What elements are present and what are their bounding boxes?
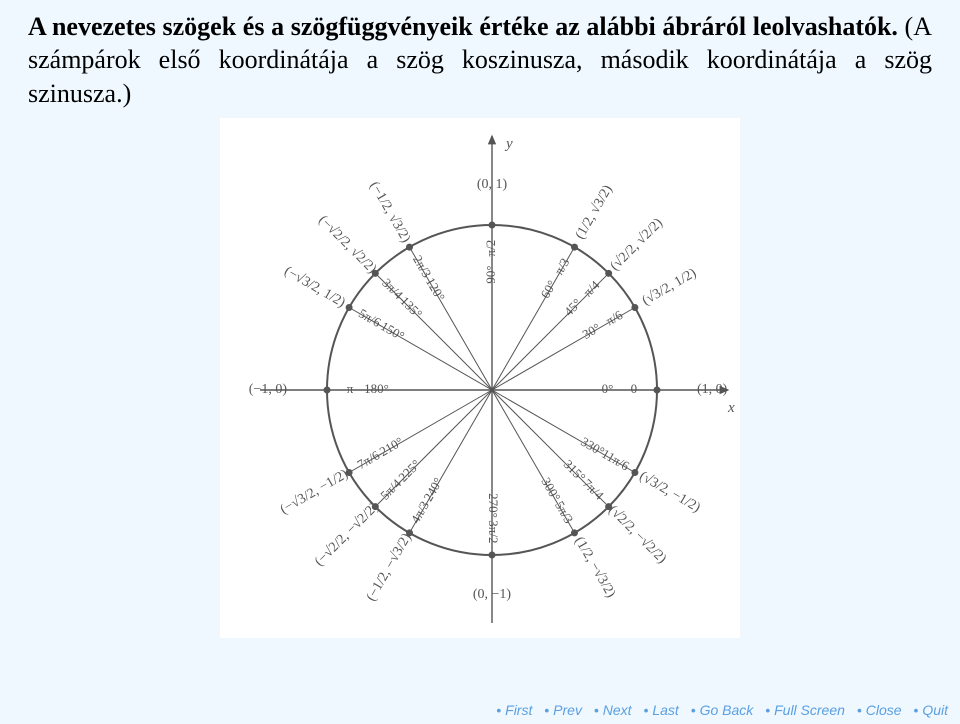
figure-container: xy0°0(1, 0)30°π/6(√3/2, 1/2)45°π/4(√2/2,… <box>0 118 960 643</box>
svg-text:150°: 150° <box>378 318 407 343</box>
svg-text:210°: 210° <box>377 434 406 459</box>
svg-text:0: 0 <box>631 381 638 396</box>
svg-text:(√3/2, 1/2): (√3/2, 1/2) <box>640 265 700 308</box>
svg-text:(1/2, −√3/2): (1/2, −√3/2) <box>571 534 618 600</box>
svg-text:4π/3: 4π/3 <box>407 498 432 526</box>
svg-text:(√3/2, −1/2): (√3/2, −1/2) <box>637 469 703 516</box>
svg-text:225°: 225° <box>395 456 423 484</box>
svg-text:60°: 60° <box>537 277 559 300</box>
svg-text:(0, 1): (0, 1) <box>477 177 508 192</box>
footer-link-quit[interactable]: •Quit <box>909 702 948 718</box>
svg-text:y: y <box>504 136 513 152</box>
unit-circle-figure: xy0°0(1, 0)30°π/6(√3/2, 1/2)45°π/4(√2/2,… <box>220 118 740 638</box>
bold-sentence: A nevezetes szögek és a szögfüggvényeik … <box>28 12 898 41</box>
svg-text:(−√3/2, 1/2): (−√3/2, 1/2) <box>282 264 348 311</box>
svg-text:3π/2: 3π/2 <box>486 520 501 543</box>
footer-link-fullscreen[interactable]: •Full Screen <box>761 702 845 718</box>
svg-text:(−√2/2, √2/2): (−√2/2, √2/2) <box>315 213 379 277</box>
svg-text:π/4: π/4 <box>580 277 603 300</box>
footer-link-close[interactable]: •Close <box>853 702 902 718</box>
svg-text:45°: 45° <box>561 295 584 318</box>
footer-link-first[interactable]: •First <box>492 702 532 718</box>
svg-text:90°: 90° <box>483 265 498 283</box>
svg-text:135°: 135° <box>397 293 425 321</box>
svg-text:(−√3/2, −1/2): (−√3/2, −1/2) <box>278 466 351 517</box>
svg-text:2π/3: 2π/3 <box>410 252 435 280</box>
svg-text:(1/2, √3/2): (1/2, √3/2) <box>573 182 616 242</box>
svg-text:π: π <box>347 381 354 396</box>
nav-footer: •First •Prev •Next •Last •Go Back •Full … <box>488 702 948 718</box>
svg-text:(√2/2, √2/2): (√2/2, √2/2) <box>608 215 667 274</box>
svg-text:240°: 240° <box>420 475 445 504</box>
footer-link-next[interactable]: •Next <box>590 702 632 718</box>
svg-text:7π/4: 7π/4 <box>580 476 607 503</box>
svg-text:5π/3: 5π/3 <box>552 498 577 526</box>
svg-text:180°: 180° <box>364 381 389 396</box>
svg-text:30°: 30° <box>580 320 603 342</box>
svg-text:270°: 270° <box>486 493 501 518</box>
svg-text:300°: 300° <box>538 475 563 504</box>
description-paragraph: A nevezetes szögek és a szögfüggvényeik … <box>0 0 960 110</box>
svg-text:(−1, 0): (−1, 0) <box>249 382 288 397</box>
svg-text:x: x <box>727 400 735 416</box>
footer-link-last[interactable]: •Last <box>639 702 678 718</box>
svg-text:π/6: π/6 <box>603 307 625 329</box>
svg-text:(−√2/2, −√2/2): (−√2/2, −√2/2) <box>312 500 382 570</box>
svg-text:(1, 0): (1, 0) <box>697 382 728 397</box>
svg-text:0°: 0° <box>602 381 614 396</box>
footer-link-goback[interactable]: •Go Back <box>687 702 754 718</box>
svg-text:(−1/2, −√3/2): (−1/2, −√3/2) <box>364 530 415 603</box>
svg-text:120°: 120° <box>423 275 448 304</box>
svg-text:(0, −1): (0, −1) <box>473 587 512 602</box>
svg-text:11π/6: 11π/6 <box>599 446 632 474</box>
svg-text:(√2/2, −√2/2): (√2/2, −√2/2) <box>605 503 669 567</box>
svg-text:π/2: π/2 <box>483 240 498 257</box>
svg-text:(−1/2, √3/2): (−1/2, √3/2) <box>366 179 413 245</box>
footer-link-prev[interactable]: •Prev <box>540 702 582 718</box>
svg-text:π/3: π/3 <box>551 255 572 277</box>
